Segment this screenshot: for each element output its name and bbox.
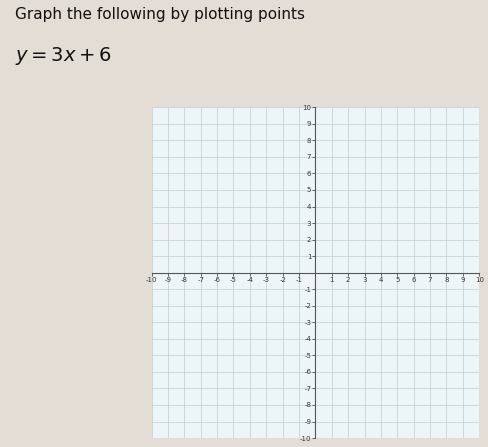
Text: $y = 3x + 6$: $y = 3x + 6$ (15, 45, 111, 67)
Text: Graph the following by plotting points: Graph the following by plotting points (15, 7, 304, 22)
